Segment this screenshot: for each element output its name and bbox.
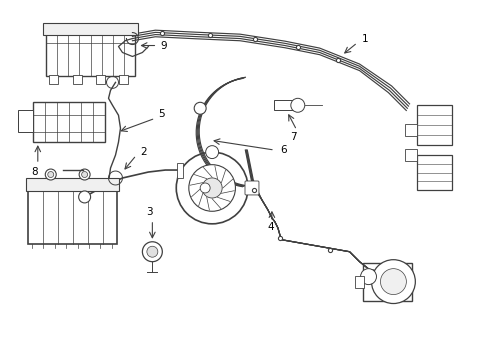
Bar — [18, 110, 33, 132]
Circle shape — [189, 165, 235, 211]
Circle shape — [45, 169, 56, 180]
Circle shape — [361, 269, 376, 285]
FancyBboxPatch shape — [245, 181, 259, 195]
Circle shape — [194, 102, 206, 114]
Circle shape — [176, 152, 248, 224]
Circle shape — [78, 191, 91, 203]
Bar — [96, 75, 105, 84]
Bar — [405, 149, 417, 161]
Bar — [355, 276, 364, 288]
Bar — [405, 124, 417, 136]
Bar — [26, 177, 120, 192]
Circle shape — [371, 260, 416, 303]
Text: 1: 1 — [362, 33, 368, 44]
Text: 4: 4 — [268, 222, 274, 232]
Bar — [417, 155, 452, 190]
Bar — [43, 23, 138, 35]
Bar — [119, 75, 128, 84]
Text: 9: 9 — [160, 41, 167, 50]
Text: 5: 5 — [158, 109, 165, 119]
Text: 3: 3 — [147, 207, 153, 217]
Bar — [28, 180, 118, 244]
Circle shape — [48, 171, 54, 177]
Bar — [177, 163, 183, 178]
Bar — [417, 105, 452, 145]
Circle shape — [143, 242, 162, 262]
Circle shape — [82, 171, 88, 177]
Bar — [73, 75, 81, 84]
Bar — [363, 263, 413, 301]
Circle shape — [380, 269, 406, 294]
Circle shape — [200, 183, 210, 193]
Bar — [33, 102, 104, 142]
Text: 6: 6 — [280, 145, 287, 155]
Circle shape — [147, 246, 158, 257]
Circle shape — [202, 178, 222, 198]
Circle shape — [79, 169, 90, 180]
Circle shape — [206, 146, 219, 158]
Bar — [46, 24, 135, 76]
Circle shape — [291, 98, 305, 112]
Bar — [49, 75, 58, 84]
Text: 7: 7 — [290, 132, 296, 142]
Text: 8: 8 — [31, 167, 37, 177]
Text: 2: 2 — [141, 147, 147, 157]
Bar — [274, 100, 296, 110]
